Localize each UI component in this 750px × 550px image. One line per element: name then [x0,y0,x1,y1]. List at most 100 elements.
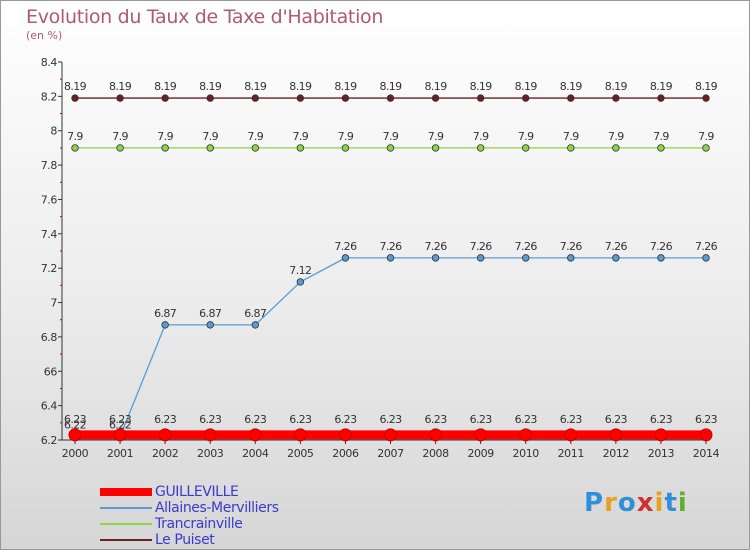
data-point-le-puiset [206,94,214,102]
data-label-guilleville: 6.23 [470,413,493,426]
data-point-le-puiset [341,94,350,102]
data-point-guilleville [564,428,578,442]
data-point-trancrainville [296,144,305,152]
data-point-allaines-mervilliers [522,254,530,262]
x-tick-label: 2012 [603,447,629,460]
y-tick-label: 8.4 [41,56,58,69]
data-point-allaines-mervilliers [206,321,214,329]
data-point-trancrainville [522,144,530,152]
data-point-guilleville [68,428,82,442]
data-point-allaines-mervilliers [386,254,395,262]
data-label-trancrainville: 7.9 [202,130,218,143]
data-point-trancrainville [386,144,395,152]
x-tick-label: 2007 [377,447,404,460]
data-point-guilleville [293,428,307,442]
data-label-guilleville: 6.23 [109,413,132,426]
legend-label-guilleville: GUILLEVILLE [155,484,239,500]
data-label-trancrainville: 7.9 [428,130,444,143]
data-label-le-puiset: 8.19 [64,80,87,93]
data-label-allaines-mervilliers: 7.26 [470,240,493,253]
data-point-trancrainville [251,144,259,152]
data-label-le-puiset: 8.19 [695,80,718,93]
legend-label-trancrainville: Trancrainville [155,516,243,532]
y-tick-label: 7.2 [41,262,57,275]
proxiti-logo: Proxiti [584,488,688,518]
y-tick-label: 7.6 [41,193,58,206]
x-tick-label: 2009 [467,447,494,460]
data-point-le-puiset [522,94,530,102]
legend-swatch-le-puiset [100,539,152,541]
x-tick-label: 2014 [693,447,720,460]
data-point-trancrainville [612,144,620,152]
data-label-guilleville: 6.23 [334,413,357,426]
data-label-guilleville: 6.23 [64,413,87,426]
data-label-guilleville: 6.23 [425,413,448,426]
data-label-guilleville: 6.23 [199,413,222,426]
data-label-allaines-mervilliers: 7.26 [334,240,357,253]
data-label-allaines-mervilliers: 6.87 [154,307,177,320]
data-label-guilleville: 6.23 [605,413,628,426]
data-label-allaines-mervilliers: 7.26 [605,240,628,253]
data-label-trancrainville: 7.9 [112,130,128,143]
data-point-le-puiset [476,94,485,102]
data-label-le-puiset: 8.19 [154,80,177,93]
data-point-guilleville [654,428,668,442]
y-tick-label: 7.8 [41,159,58,172]
data-point-guilleville [384,428,397,442]
data-label-allaines-mervilliers: 6.87 [244,307,267,320]
x-tick-label: 2002 [152,447,178,460]
data-point-le-puiset [612,94,620,102]
y-tick-label: 7.4 [41,228,58,241]
data-point-guilleville [113,428,127,442]
logo-letter: t [664,488,678,518]
data-point-guilleville [474,428,488,442]
data-point-guilleville [203,428,217,442]
data-point-trancrainville [341,144,350,152]
data-label-trancrainville: 7.9 [653,130,669,143]
data-label-le-puiset: 8.19 [109,80,132,93]
data-label-allaines-mervilliers: 6.22 [64,419,86,432]
data-label-guilleville: 6.23 [244,413,267,426]
data-label-allaines-mervilliers: 7.12 [289,264,311,277]
data-point-guilleville [699,428,713,442]
data-label-le-puiset: 8.19 [199,80,222,93]
data-label-trancrainville: 7.9 [383,130,399,143]
data-point-allaines-mervilliers [702,254,710,262]
data-point-trancrainville [657,144,665,152]
data-point-trancrainville [476,144,485,152]
legend-label-le-puiset: Le Puiset [155,532,215,548]
data-point-trancrainville [567,144,575,152]
data-point-le-puiset [657,94,665,102]
data-point-allaines-mervilliers [251,321,259,329]
logo-letter: i [677,488,688,518]
data-label-le-puiset: 8.19 [379,80,402,93]
logo-letter: o [617,488,637,518]
data-label-guilleville: 6.23 [650,413,673,426]
y-tick-label: 6.2 [41,434,57,447]
x-tick-label: 2000 [62,447,89,460]
x-tick-label: 2008 [422,447,449,460]
data-label-allaines-mervilliers: 7.26 [425,240,448,253]
data-label-le-puiset: 8.19 [650,80,673,93]
data-label-trancrainville: 7.9 [338,130,354,143]
data-point-trancrainville [206,144,214,152]
data-point-allaines-mervilliers [567,254,575,262]
legend-swatch-trancrainville [100,523,152,525]
data-label-guilleville: 6.23 [695,413,718,426]
chart-title: Evolution du Taux de Taxe d'Habitation [26,6,384,28]
data-point-trancrainville [71,144,79,152]
data-point-allaines-mervilliers [296,278,305,286]
chart-subtitle: (en %) [26,29,63,42]
data-label-le-puiset: 8.19 [289,80,312,93]
data-point-guilleville [158,428,172,442]
y-tick-label: 6.4 [41,400,58,413]
y-tick-label: 8.2 [41,90,57,103]
data-label-allaines-mervilliers: 6.87 [199,307,222,320]
legend-label-allaines-mervilliers: Allaines-Mervilliers [155,500,279,516]
logo-letter: P [584,488,605,518]
data-point-guilleville [338,428,352,442]
data-point-le-puiset [161,94,169,102]
logo-letter: r [604,488,618,518]
legend-swatch-guilleville [100,488,152,496]
